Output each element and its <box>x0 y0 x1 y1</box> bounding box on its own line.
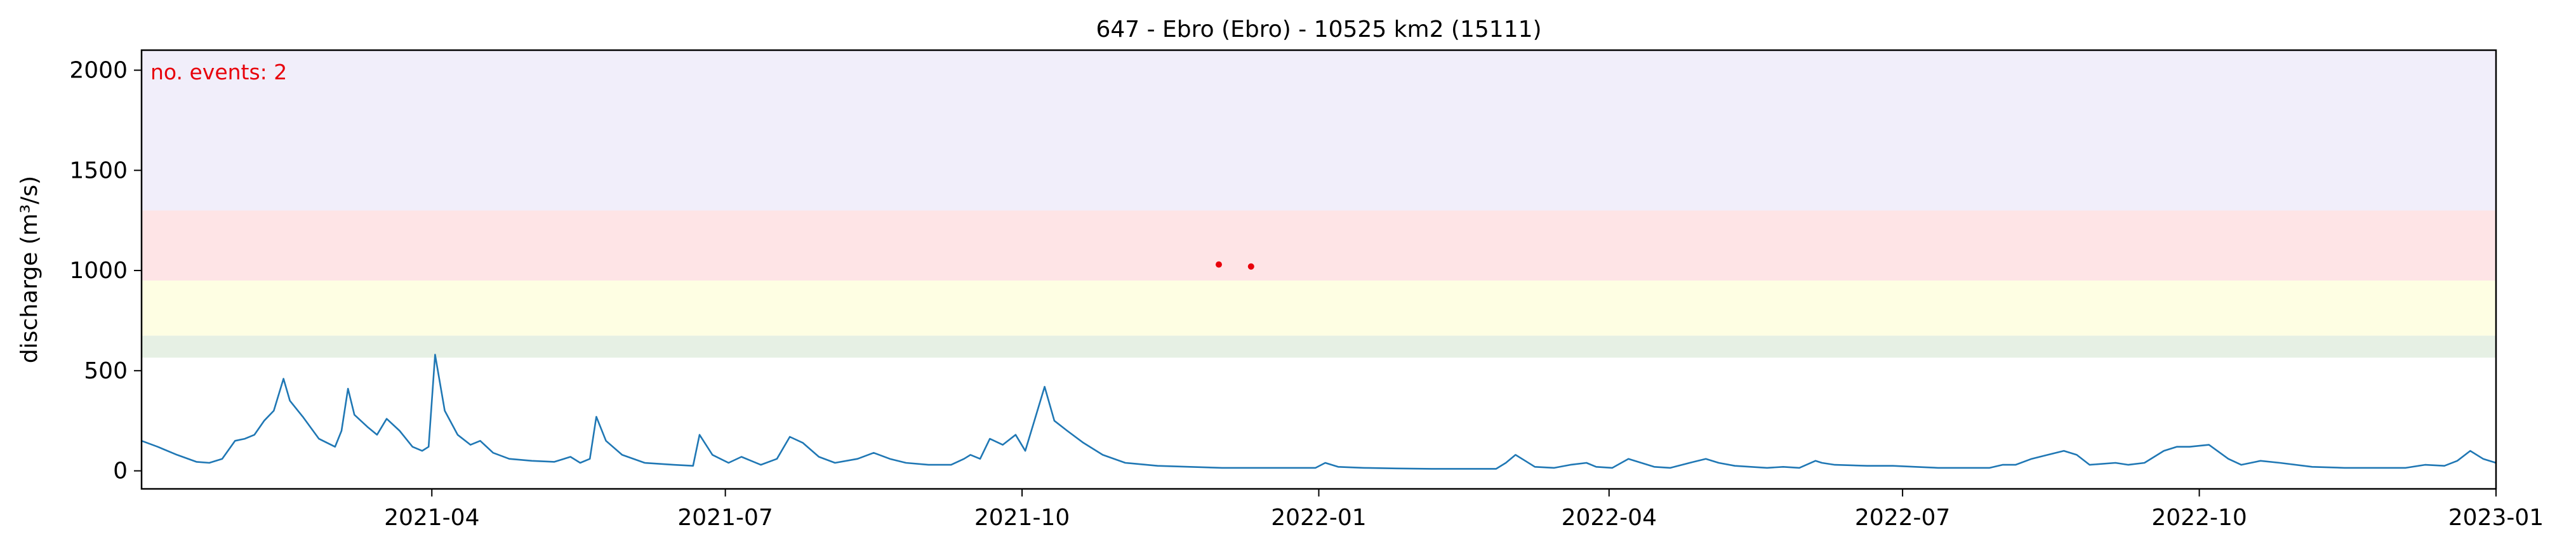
y-axis-label: discharge (m³/s) <box>17 176 43 363</box>
event-count-annotation: no. events: 2 <box>150 60 287 84</box>
threshold-band-2 <box>142 280 2496 336</box>
threshold-band-3 <box>142 210 2496 281</box>
threshold-band-1 <box>142 335 2496 358</box>
chart-title: 647 - Ebro (Ebro) - 10525 km2 (15111) <box>1096 17 1541 43</box>
x-tick-label: 2021-04 <box>384 505 479 531</box>
x-tick-label: 2022-01 <box>1271 505 1366 531</box>
x-tick-label: 2022-10 <box>2151 505 2247 531</box>
y-tick-label: 1500 <box>69 157 128 183</box>
x-axis: 2021-04 2021-07 2021-10 2022-01 2022-04 2022-… <box>384 489 2544 531</box>
y-tick-label: 2000 <box>69 58 128 84</box>
x-tick-label: 2022-04 <box>1562 505 1657 531</box>
event-markers <box>1215 261 1254 270</box>
y-tick-label: 0 <box>113 458 128 484</box>
threshold-bands <box>142 50 2496 358</box>
discharge-line <box>141 354 2497 470</box>
discharge-series <box>141 354 2497 470</box>
x-tick-label: 2023-01 <box>2448 505 2544 531</box>
y-axis: 0 500 1000 1500 2000 <box>69 58 142 484</box>
threshold-band-4 <box>142 50 2496 211</box>
x-tick-label: 2022-07 <box>1855 505 1950 531</box>
x-tick-label: 2021-07 <box>677 505 773 531</box>
event-marker-1 <box>1215 261 1222 268</box>
event-marker-2 <box>1247 263 1254 270</box>
y-tick-label: 1000 <box>69 258 128 284</box>
y-tick-label: 500 <box>84 358 128 384</box>
x-tick-label: 2021-10 <box>974 505 1070 531</box>
